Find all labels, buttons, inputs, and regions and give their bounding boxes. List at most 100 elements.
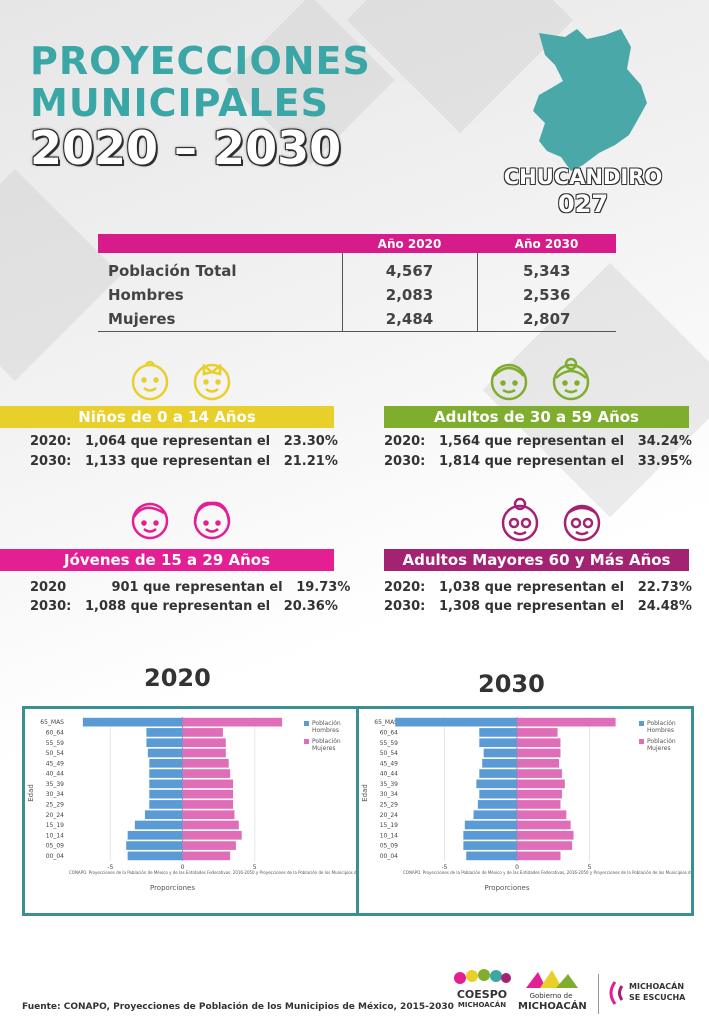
pyramid-bar <box>127 851 183 861</box>
table-header-2030: Año 2030 <box>477 234 616 253</box>
y-tick-label: 60_64 <box>380 729 398 736</box>
population-table: Año 2020 Año 2030 Población Total 4,567 … <box>98 234 616 332</box>
pyramid-bar <box>517 758 560 768</box>
pyramid-bar <box>517 820 571 830</box>
y-tick-label: 45_49 <box>380 760 398 767</box>
y-tick-label: 50_54 <box>46 750 64 757</box>
y-tick-label: 55_59 <box>46 740 64 747</box>
pyramid-bar <box>517 830 574 840</box>
adult-faces-icon <box>490 357 590 401</box>
table-header-empty <box>98 234 342 253</box>
x-tick-label: 0 <box>515 864 519 871</box>
legend-label: Hombres <box>312 727 339 734</box>
x-axis-label: Proporciones <box>150 884 195 892</box>
legend-label: Población <box>647 720 676 727</box>
pyramid-bar <box>483 748 517 758</box>
y-tick-label: 55_59 <box>380 740 398 747</box>
y-tick-label: 25_29 <box>380 801 398 808</box>
coespo-sub: MICHOACÁN <box>457 1001 507 1009</box>
jovenes-title-bar: Jóvenes de 15 a 29 Años <box>0 549 334 571</box>
sound-wave-icon <box>609 981 624 1005</box>
adultos-title-bar: Adultos de 30 a 59 Años <box>384 406 689 428</box>
y-tick-label: 00_04 <box>380 853 398 860</box>
x-axis-label: Proporciones <box>484 884 529 892</box>
y-tick-label: 25_29 <box>46 801 64 808</box>
title-years: 2020 – 2030 <box>30 121 342 175</box>
y-tick-label: 40_44 <box>46 771 64 778</box>
y-axis-label: Edad <box>361 784 369 802</box>
y-tick-label: 10_14 <box>46 832 64 839</box>
pyramid-bar <box>482 758 517 768</box>
gobierno-logo: Gobierno de MICHOACÁN <box>518 968 587 1016</box>
pyramid-bar <box>476 779 517 789</box>
pyramid-bar <box>147 748 183 758</box>
coespo-name: COESPO <box>456 988 508 1001</box>
y-tick-label: 20_24 <box>46 812 64 819</box>
pyramid-bar <box>127 830 183 840</box>
michoacan-escucha-logo: MICHOACÁN SE ESCUCHA <box>598 974 707 1014</box>
pyramid-bar <box>463 830 517 840</box>
pyramid-bar <box>517 728 558 737</box>
pyramid-bar <box>479 769 517 778</box>
y-tick-label: 65_MAS <box>374 719 398 726</box>
table-row: Población Total 4,567 5,343 <box>98 253 616 283</box>
pyramid-bar <box>149 789 183 799</box>
pyramid-bar <box>477 800 517 809</box>
pyramid-charts-frame: 65_MAS 60_64 55_59 50_54 45_49 40_44 35_39 30_3… <box>22 706 694 916</box>
value-2030: 2,807 <box>476 307 616 332</box>
pyramid-bar <box>82 717 183 727</box>
jovenes-stat-2020: 2020 901 que representan el 19.73% <box>30 580 351 595</box>
legend-label: Población <box>312 738 341 745</box>
x-tick-label: 5 <box>588 864 592 871</box>
mayores-stat-2030: 2030: 1,308 que representan el 24.48% <box>384 599 692 614</box>
pyramid-bar <box>182 738 226 748</box>
gobierno-name: MICHOACÁN <box>518 1001 587 1012</box>
value-2020: 2,484 <box>341 307 477 332</box>
pyramid-bar <box>182 830 242 840</box>
legend-label: Mujeres <box>312 745 336 752</box>
x-tick-label: -5 <box>442 864 448 871</box>
pyramid-bar <box>479 738 517 748</box>
legend-swatch <box>304 721 309 726</box>
source-footer: Fuente: CONAPO, Proyecciones de Població… <box>22 1002 454 1012</box>
y-tick-label: 05_09 <box>46 843 64 850</box>
pyramid-bar <box>182 758 229 768</box>
pyramid-bar <box>134 820 183 830</box>
pyramid-bar <box>182 841 236 850</box>
table-header-2020: Año 2020 <box>342 234 477 253</box>
ninos-title-bar: Niños de 0 a 14 Años <box>0 406 334 428</box>
pyramid-bar <box>517 717 616 727</box>
y-tick-label: 50_54 <box>380 750 398 757</box>
legend-label: Mujeres <box>647 745 671 752</box>
chart-source-note: CONAPO. Proyecciones de la Población de … <box>69 870 356 875</box>
y-tick-label: 15_19 <box>46 822 64 829</box>
adultos-stat-2030: 2030: 1,814 que representan el 33.95% <box>384 454 692 469</box>
y-tick-label: 05_09 <box>380 843 398 850</box>
municipality-map-icon <box>533 29 647 171</box>
pyramid-bar <box>149 769 183 778</box>
y-tick-label: 20_24 <box>380 812 398 819</box>
pyramid-bar <box>144 810 183 820</box>
legend-label: Hombres <box>647 727 674 734</box>
coespo-people-icon <box>454 969 511 984</box>
pyramid-bar <box>182 851 231 861</box>
y-tick-label: 30_34 <box>380 791 398 798</box>
value-2020: 4,567 <box>341 253 477 283</box>
y-tick-label: 40_44 <box>380 771 398 778</box>
legend-swatch <box>639 739 644 744</box>
table-row: Mujeres 2,484 2,807 <box>98 307 616 332</box>
pyramid-bar <box>466 851 517 861</box>
y-tick-label: 65_MAS <box>40 719 64 726</box>
pyramid-bar <box>182 779 234 789</box>
row-label: Mujeres <box>108 310 176 328</box>
escucha-line2: SE ESCUCHA <box>629 993 686 1002</box>
pyramid-bar <box>517 841 573 850</box>
x-tick-label: 0 <box>181 864 185 871</box>
pyramid-bar <box>182 717 283 727</box>
ninos-stat-2030: 2030: 1,133 que representan el 21.21% <box>30 454 338 469</box>
x-tick-label: 5 <box>253 864 257 871</box>
mayores-stat-2020: 2020: 1,038 que representan el 22.73% <box>384 580 692 595</box>
x-tick-label: -5 <box>107 864 113 871</box>
legend-swatch <box>639 721 644 726</box>
row-label: Población Total <box>108 262 237 280</box>
